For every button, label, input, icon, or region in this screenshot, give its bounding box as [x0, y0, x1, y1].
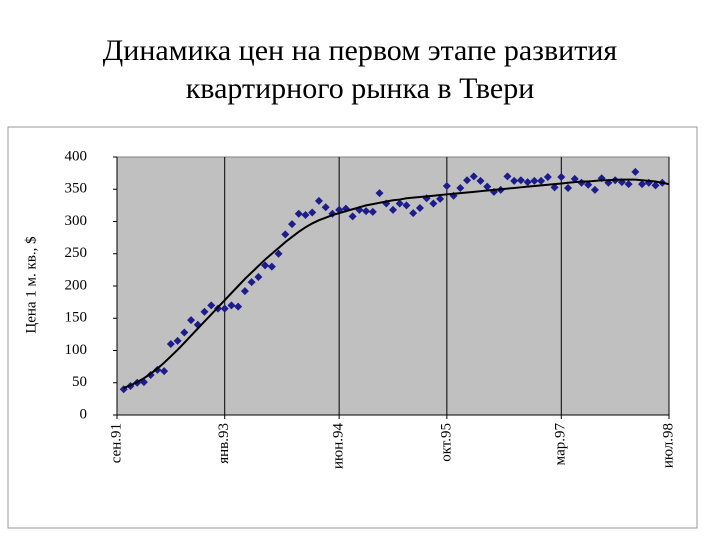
data-point	[281, 230, 290, 239]
data-point	[463, 176, 472, 185]
x-tick-label: янв.93	[216, 423, 232, 464]
data-point	[254, 272, 263, 281]
y-tick-label: 150	[65, 310, 88, 326]
data-point	[409, 209, 418, 218]
data-point	[207, 301, 216, 310]
data-point	[187, 316, 196, 325]
data-point	[267, 262, 276, 271]
data-point	[631, 167, 640, 176]
x-tick-label: июн.94	[331, 423, 347, 470]
data-point	[288, 220, 297, 229]
data-point	[469, 172, 478, 181]
x-tick-label: мар.97	[553, 423, 569, 466]
data-point	[557, 172, 566, 181]
y-tick-label: 200	[65, 277, 88, 293]
data-point	[166, 340, 175, 349]
data-point	[638, 180, 647, 189]
data-point	[220, 304, 229, 313]
data-point	[261, 261, 270, 270]
y-tick-label: 400	[65, 148, 88, 164]
data-point	[590, 185, 599, 194]
data-point	[584, 180, 593, 189]
data-point	[314, 196, 323, 205]
chart-frame	[7, 126, 698, 529]
data-point	[429, 199, 438, 208]
x-tick-label: июл.98	[660, 423, 676, 468]
data-point	[510, 176, 519, 185]
data-point	[180, 328, 189, 337]
data-point	[375, 189, 384, 198]
data-point	[227, 301, 236, 310]
y-axis-label: Цена 1 м. кв., $	[23, 236, 39, 334]
trend-line	[123, 178, 670, 389]
chart-title: Динамика цен на первом этапе развития кв…	[102, 34, 618, 105]
x-tick-label: окт.95	[438, 423, 454, 462]
data-point	[240, 287, 249, 296]
data-point	[550, 183, 559, 192]
data-point	[624, 180, 633, 189]
data-point	[160, 367, 169, 376]
data-point	[530, 176, 539, 185]
data-point	[234, 302, 243, 311]
data-point	[348, 212, 357, 221]
data-point	[442, 182, 451, 191]
data-point	[516, 176, 525, 185]
y-tick-label: 0	[80, 406, 88, 422]
data-point	[483, 182, 492, 191]
data-point	[456, 183, 465, 192]
data-point	[274, 249, 283, 258]
data-point	[564, 183, 573, 192]
data-point	[321, 203, 330, 212]
data-point	[651, 181, 660, 190]
data-point	[476, 176, 485, 185]
data-point	[402, 201, 411, 210]
data-point	[294, 209, 303, 218]
data-point	[543, 172, 552, 181]
data-point	[395, 199, 404, 208]
data-point	[247, 278, 256, 287]
data-point	[537, 176, 546, 185]
data-point	[301, 211, 310, 220]
y-tick-label: 50	[72, 374, 87, 390]
y-tick-label: 300	[65, 213, 88, 229]
data-point	[368, 207, 377, 216]
data-point	[570, 174, 579, 183]
data-point	[362, 207, 371, 216]
y-tick-label: 250	[65, 245, 88, 261]
data-point	[389, 205, 397, 214]
data-point	[415, 203, 424, 212]
y-tick-label: 100	[65, 342, 88, 358]
data-point	[523, 178, 532, 187]
plot-area	[116, 156, 670, 416]
y-tick-label: 350	[65, 181, 88, 197]
data-point	[173, 336, 182, 345]
data-point	[503, 172, 512, 181]
data-point	[200, 307, 209, 316]
data-point	[308, 208, 317, 217]
data-point	[436, 194, 445, 203]
x-tick-label: сен.91	[108, 423, 124, 463]
